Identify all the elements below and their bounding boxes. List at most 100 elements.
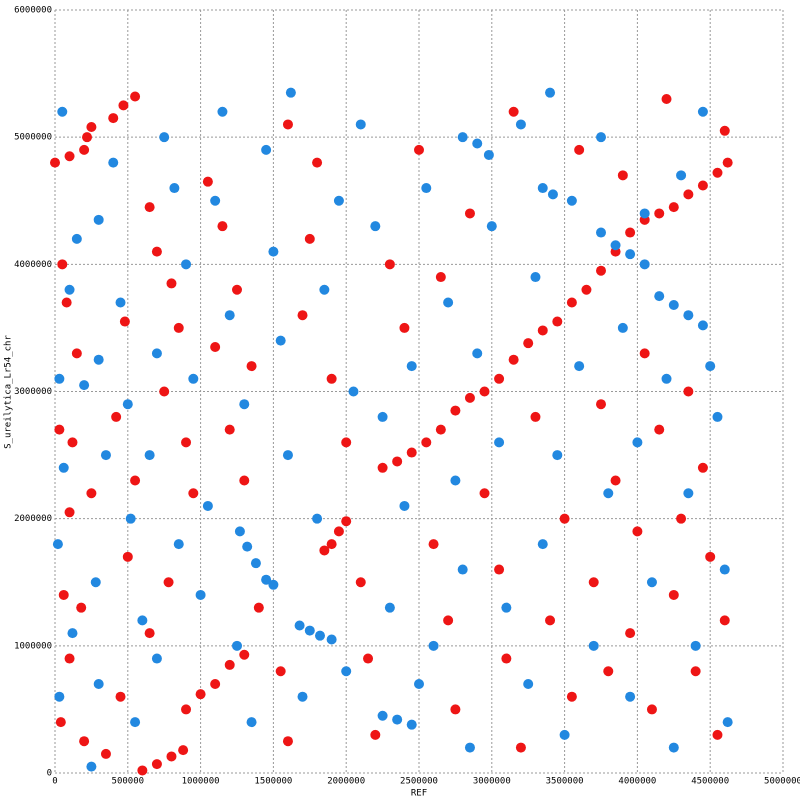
point: [676, 513, 687, 524]
point: [661, 373, 672, 384]
point: [122, 399, 133, 410]
point: [581, 284, 592, 295]
point: [654, 424, 665, 435]
point: [355, 577, 366, 588]
point: [144, 202, 155, 213]
point: [639, 259, 650, 270]
point: [61, 297, 72, 308]
x-tick-label: 4000000: [618, 777, 656, 787]
point: [319, 545, 330, 556]
point: [719, 564, 730, 575]
point: [486, 221, 497, 232]
point: [494, 564, 505, 575]
point: [399, 500, 410, 511]
point: [71, 233, 82, 244]
point: [406, 447, 417, 458]
point: [333, 195, 344, 206]
point: [312, 157, 323, 168]
point: [596, 399, 606, 410]
point: [82, 132, 93, 143]
point: [406, 719, 417, 730]
point: [144, 450, 155, 461]
point: [705, 361, 716, 372]
point: [464, 742, 475, 753]
point: [545, 615, 556, 626]
point: [661, 94, 672, 105]
point: [537, 183, 548, 194]
point: [399, 322, 410, 333]
point: [712, 411, 723, 422]
point: [52, 539, 63, 550]
point: [515, 119, 526, 130]
point: [690, 640, 701, 651]
point: [414, 678, 424, 689]
point: [79, 144, 90, 155]
point: [457, 564, 468, 575]
point: [195, 689, 206, 700]
point: [224, 659, 235, 670]
point: [341, 666, 352, 677]
point: [67, 437, 78, 448]
point: [54, 373, 65, 384]
point: [246, 717, 257, 728]
point: [76, 602, 87, 613]
point: [494, 437, 505, 448]
point: [275, 666, 286, 677]
point: [173, 539, 184, 550]
point: [54, 424, 65, 435]
point: [285, 87, 296, 98]
point: [523, 338, 534, 349]
point: [130, 717, 141, 728]
point: [722, 717, 733, 728]
x-tick-label: 4500000: [691, 777, 729, 787]
point: [683, 189, 694, 200]
point: [617, 170, 628, 181]
point: [137, 615, 148, 626]
point: [443, 297, 454, 308]
x-tick-label: 2000000: [327, 777, 365, 787]
point: [188, 373, 199, 384]
point: [282, 450, 293, 461]
point: [93, 678, 104, 689]
point: [64, 151, 75, 162]
point: [159, 132, 170, 143]
point: [108, 157, 119, 168]
point: [355, 119, 366, 130]
point: [646, 704, 657, 715]
point: [100, 748, 111, 759]
point: [668, 742, 679, 753]
point: [125, 513, 136, 524]
point: [406, 361, 417, 372]
point: [552, 316, 563, 327]
point: [559, 729, 570, 740]
point: [421, 183, 432, 194]
point: [210, 341, 221, 352]
x-tick-label: 3500000: [546, 777, 584, 787]
point: [130, 91, 141, 102]
point: [530, 411, 541, 422]
point: [464, 208, 475, 219]
point: [50, 157, 60, 168]
point: [297, 310, 308, 321]
point: [588, 577, 599, 588]
point: [250, 558, 261, 569]
point: [515, 742, 526, 753]
point: [118, 100, 129, 111]
point: [508, 106, 519, 117]
point: [625, 227, 636, 238]
point: [239, 649, 250, 660]
point: [90, 577, 101, 588]
point: [261, 574, 272, 585]
point: [668, 300, 679, 311]
point: [232, 284, 242, 295]
point: [86, 488, 97, 499]
point: [625, 691, 636, 702]
point: [494, 373, 505, 384]
point: [566, 195, 577, 206]
point: [341, 516, 352, 527]
point: [545, 87, 556, 98]
point: [67, 628, 78, 639]
point: [86, 761, 97, 772]
point: [253, 602, 264, 613]
point: [428, 539, 439, 550]
